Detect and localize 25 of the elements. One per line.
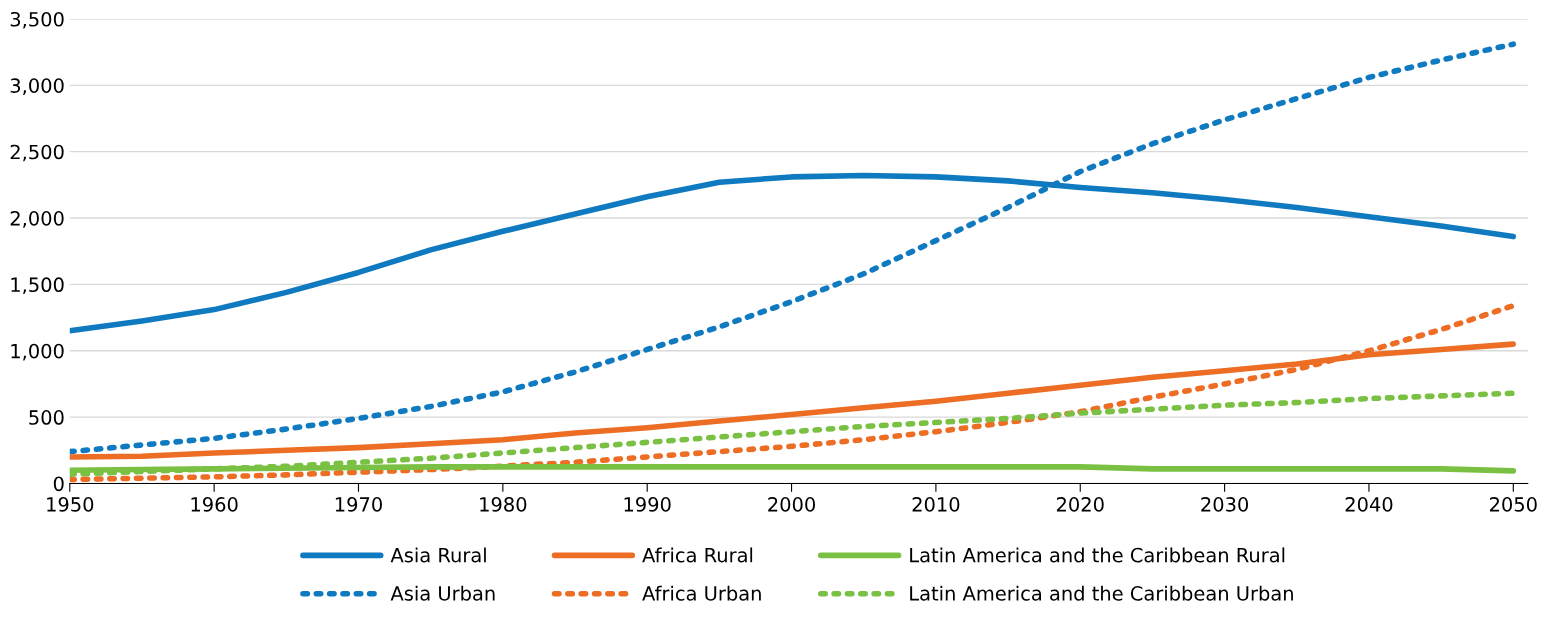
x-tick-label: 1970 [335,497,382,512]
y-tick-label: 0 [53,476,64,492]
legend-label: Asia Urban [390,585,495,601]
y-tick-label: 2,000 [10,211,64,228]
y-tick-label: 3,000 [10,78,64,95]
legend-label: Africa Urban [642,585,761,601]
x-tick-label: 2040 [1345,497,1393,512]
legend-label: Latin America and the Caribbean Rural [910,547,1285,563]
x-tick-label: 2030 [1201,497,1249,512]
y-tick-label: 1,500 [11,277,64,295]
x-tick-label: 2050 [1489,497,1537,512]
x-tick-label: 1980 [480,497,527,512]
y-tick-label: 2,500 [10,144,64,162]
legend-label: Latin America and the Caribbean Urban [910,585,1293,601]
x-tick-label: 1950 [47,497,94,512]
legend-label: Asia Rural [390,547,486,563]
x-tick-label: 1960 [191,497,238,512]
legend-label: Africa Rural [642,547,753,563]
y-tick-label: 3,500 [10,11,64,29]
x-tick-label: 1990 [624,497,671,512]
y-tick-label: 1,000 [11,343,64,361]
x-tick-label: 2010 [912,497,960,512]
x-tick-label: 2000 [768,497,815,512]
y-tick-label: 500 [29,410,64,425]
x-tick-label: 2020 [1056,497,1104,512]
